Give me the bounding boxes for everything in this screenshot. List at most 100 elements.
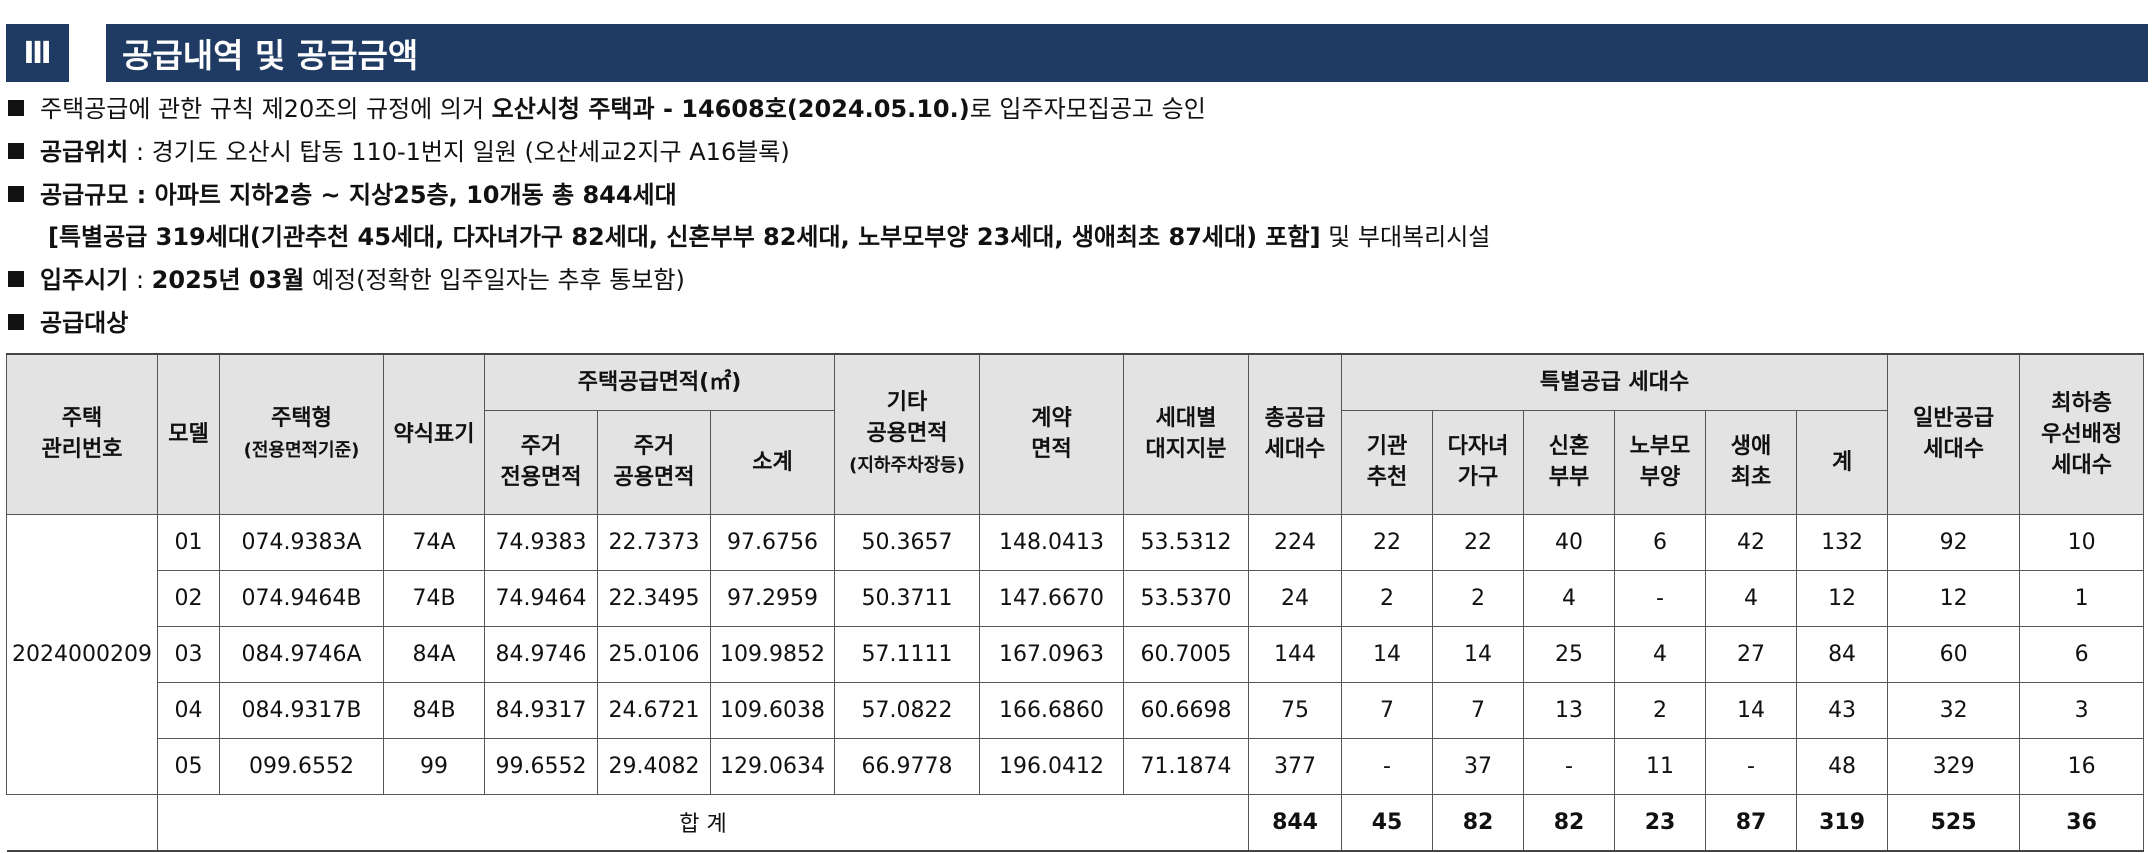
table-cell: 132 xyxy=(1796,513,1889,571)
table-cell: 6 xyxy=(1614,513,1707,571)
table-cell: 25.0106 xyxy=(597,625,711,683)
total-cell: 525 xyxy=(1887,793,2021,851)
table-cell: 42 xyxy=(1705,513,1798,571)
table-row: 05 099.6552 99 99.6552 29.4082 129.0634 66.977… xyxy=(7,737,2145,795)
total-cell: 82 xyxy=(1523,793,1616,851)
table-cell: 22.3495 xyxy=(597,569,711,627)
table-cell: 4 xyxy=(1523,569,1616,627)
header-mgmt-no: 주택 관리번호 xyxy=(6,353,158,515)
bullet-square-icon xyxy=(8,186,24,202)
header-special-sum: 계 xyxy=(1796,409,1889,515)
table-cell: 377 xyxy=(1248,737,1343,795)
header-elderly-parent: 노부모 부양 xyxy=(1614,409,1707,515)
table-cell: 04 xyxy=(157,681,220,739)
table-cell: 2 xyxy=(1432,569,1525,627)
table-cell: 14 xyxy=(1341,625,1434,683)
section-title: 공급내역 및 공급금액 xyxy=(106,24,2148,82)
blank-cell xyxy=(6,793,158,851)
bullet-square-icon xyxy=(8,100,24,116)
table-cell: 40 xyxy=(1523,513,1616,571)
table-cell: 57.1111 xyxy=(834,625,981,683)
table-cell: 6 xyxy=(2019,625,2145,683)
supply-location-line: 공급위치 : 경기도 오산시 탑동 110-1번지 일원 (오산세교2지구 A1… xyxy=(8,135,790,169)
supply-target-line: 공급대상 xyxy=(8,306,128,340)
table-cell: 32 xyxy=(1887,681,2021,739)
header-total-supply: 총공급 세대수 xyxy=(1248,353,1343,515)
header-supply-area: 주택공급면적(㎡) xyxy=(483,353,836,411)
table-cell: 97.6756 xyxy=(709,513,836,571)
table-cell: 50.3657 xyxy=(834,513,981,571)
table-cell: 2 xyxy=(1614,681,1707,739)
table-cell: 7 xyxy=(1432,681,1525,739)
table-cell: 48 xyxy=(1796,737,1889,795)
table-cell: 84A xyxy=(383,625,485,683)
table-cell: 50.3711 xyxy=(834,569,981,627)
header-special-supply: 특별공급 세대수 xyxy=(1341,353,1889,411)
table-row: 2024000209 01 074.9383A 74A 74.9383 22.7373 9… xyxy=(6,513,2145,795)
table-cell: 13 xyxy=(1523,681,1616,739)
table-cell: 147.6670 xyxy=(979,569,1125,627)
header-multi-child: 다자녀 가구 xyxy=(1432,409,1525,515)
table-cell: 74A xyxy=(383,513,485,571)
table-cell: 084.9746A xyxy=(219,625,384,683)
table-cell: 99.6552 xyxy=(484,737,598,795)
table-cell: 57.0822 xyxy=(834,681,981,739)
table-cell: 53.5312 xyxy=(1123,513,1250,571)
move-in-line: 입주시기 : 2025년 03월 예정(정확한 입주일자는 추후 통보함) xyxy=(8,263,685,297)
table-row: 02 074.9464B 74B 74.9464 22.3495 97.2959 50.37… xyxy=(7,569,2145,627)
table-cell: 224 xyxy=(1248,513,1343,571)
table-cell: 05 xyxy=(157,737,220,795)
table-cell: 329 xyxy=(1887,737,2021,795)
total-row: 합 계 844 45 82 82 23 87 319 525 36 xyxy=(6,793,2145,851)
table-cell: 01 xyxy=(157,513,220,571)
approval-line: 주택공급에 관한 규칙 제20조의 규정에 의거 오산시청 주택과 - 1460… xyxy=(8,92,1206,126)
table-cell: 4 xyxy=(1614,625,1707,683)
table-cell: 84.9317 xyxy=(484,681,598,739)
table-cell: 75 xyxy=(1248,681,1343,739)
table-cell: 92 xyxy=(1887,513,2021,571)
header-model: 모델 xyxy=(157,353,220,515)
total-cell: 87 xyxy=(1705,793,1798,851)
total-cell: 45 xyxy=(1341,793,1434,851)
table-cell: 74B xyxy=(383,569,485,627)
bullet-square-icon xyxy=(8,271,24,287)
header-other-common-area: 기타 공용면적 (지하주차장등) xyxy=(834,353,981,515)
table-cell: 74.9464 xyxy=(484,569,598,627)
table-cell: 074.9383A xyxy=(219,513,384,571)
table-cell: 099.6552 xyxy=(219,737,384,795)
table-cell: 148.0413 xyxy=(979,513,1125,571)
table-cell: 22 xyxy=(1432,513,1525,571)
total-label: 합 계 xyxy=(156,793,1250,851)
header-lowest-floor: 최하층 우선배정 세대수 xyxy=(2019,353,2145,515)
table-cell: 10 xyxy=(2019,513,2145,571)
header-contract-area: 계약 면적 xyxy=(979,353,1125,515)
table-cell: 53.5370 xyxy=(1123,569,1250,627)
table-cell: 16 xyxy=(2019,737,2145,795)
table-cell: 074.9464B xyxy=(219,569,384,627)
total-cell: 82 xyxy=(1432,793,1525,851)
table-cell: 74.9383 xyxy=(484,513,598,571)
header-general-supply: 일반공급 세대수 xyxy=(1887,353,2021,515)
bullet-square-icon xyxy=(8,314,24,330)
table-cell: 25 xyxy=(1523,625,1616,683)
table-cell: 97.2959 xyxy=(709,569,836,627)
table-cell: 22 xyxy=(1341,513,1434,571)
table-row: 03 084.9746A 84A 84.9746 25.0106 109.9852 57.1… xyxy=(7,625,2145,683)
table-cell: 12 xyxy=(1887,569,2021,627)
table-cell: 167.0963 xyxy=(979,625,1125,683)
section-number: Ⅲ xyxy=(6,24,69,82)
table-cell: 144 xyxy=(1248,625,1343,683)
table-cell: - xyxy=(1614,569,1707,627)
table-cell: 129.0634 xyxy=(709,737,836,795)
table-cell: 14 xyxy=(1432,625,1525,683)
table-cell: 27 xyxy=(1705,625,1798,683)
table-cell: 24 xyxy=(1248,569,1343,627)
table-cell: 24.6721 xyxy=(597,681,711,739)
table-cell: 084.9317B xyxy=(219,681,384,739)
special-supply-line: [특별공급 319세대(기관추천 45세대, 다자녀가구 82세대, 신혼부부 … xyxy=(48,223,1491,251)
header-land-share: 세대별 대지지분 xyxy=(1123,353,1250,515)
header-first-time: 생애 최초 xyxy=(1705,409,1798,515)
total-cell: 319 xyxy=(1796,793,1889,851)
header-abbreviation: 약식표기 xyxy=(383,353,485,515)
table-cell: 1 xyxy=(2019,569,2145,627)
